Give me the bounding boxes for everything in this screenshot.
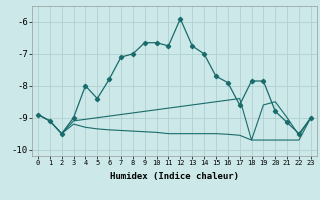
X-axis label: Humidex (Indice chaleur): Humidex (Indice chaleur) [110, 172, 239, 181]
